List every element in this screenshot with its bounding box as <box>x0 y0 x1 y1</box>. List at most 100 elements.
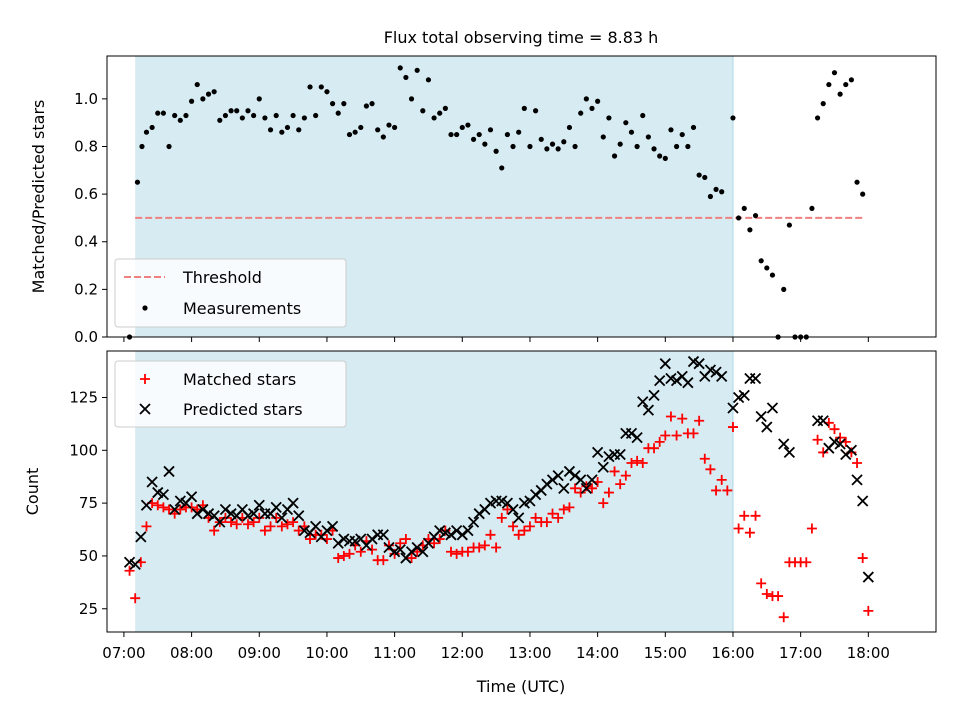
matched-stars-point <box>231 519 242 530</box>
x-tick-label: 18:00 <box>847 644 890 662</box>
predicted-stars-point <box>710 366 722 378</box>
matched-stars-point <box>654 436 665 447</box>
measurement-point <box>769 272 776 278</box>
matched-stars-point <box>857 553 868 564</box>
x-axis-label: Time (UTC) <box>476 677 565 696</box>
measurement-point <box>758 258 764 264</box>
matched-stars-point <box>806 523 817 534</box>
y-tick-label: 75 <box>79 494 98 512</box>
matched-stars-point <box>259 525 270 536</box>
x-tick-label: 16:00 <box>711 644 754 662</box>
measurement-point <box>139 143 145 150</box>
measurement-point <box>848 77 855 83</box>
measurement-point <box>358 124 364 131</box>
matched-stars-point <box>727 422 738 433</box>
matched-stars-point <box>665 411 676 422</box>
matched-stars-point <box>293 525 304 536</box>
measurement-point <box>301 115 307 121</box>
y-tick-label: 0.2 <box>74 280 98 298</box>
measurement-point <box>516 129 522 135</box>
matched-stars-point <box>649 443 660 454</box>
measurement-point <box>375 127 381 133</box>
measurement-point <box>397 65 403 71</box>
matched-stars-point <box>530 512 541 523</box>
measurement-point <box>454 131 460 138</box>
measurement-point <box>420 108 426 114</box>
matched-stars-point <box>863 605 874 616</box>
predicted-stars-point <box>778 438 790 450</box>
matched-stars-point <box>620 470 631 481</box>
matched-stars-point <box>632 455 643 466</box>
matched-stars-point <box>141 521 152 532</box>
matched-stars-point <box>254 512 265 523</box>
measurement-point <box>380 134 386 140</box>
top-y-axis: 0.0 0.2 0.4 0.6 0.8 1.0 <box>74 90 107 346</box>
predicted-stars-point <box>293 510 305 522</box>
measurement-point <box>673 143 680 150</box>
matched-stars-point <box>226 517 237 528</box>
measurement-point <box>256 96 262 102</box>
legend-box <box>114 360 347 428</box>
measurement-point <box>414 67 420 73</box>
matched-stars-point <box>446 546 457 557</box>
matched-stars-point <box>400 534 411 545</box>
legend-measurements-swatch <box>142 305 148 311</box>
measurement-point <box>544 146 550 152</box>
top-panel: 0.0 0.2 0.4 0.6 0.8 1.0 Matched/Predicted sta… <box>29 55 937 346</box>
predicted-stars-point <box>817 415 829 427</box>
matched-stars-point <box>355 546 366 557</box>
matched-stars-point <box>305 534 316 545</box>
measurement-point <box>651 146 657 152</box>
y-tick-label: 125 <box>69 388 98 406</box>
measurement-point <box>482 141 488 147</box>
measurement-point <box>194 81 200 88</box>
predicted-stars-point <box>507 503 519 516</box>
bottom-plot-frame <box>106 350 937 633</box>
matched-stars-point <box>242 519 253 530</box>
measurement-point <box>764 265 770 271</box>
x-tick-label: 10:00 <box>305 644 348 662</box>
predicted-stars-point <box>541 478 553 490</box>
matched-stars-point <box>367 544 378 555</box>
predicted-stars-point <box>185 491 198 503</box>
predicted-stars-point <box>417 546 429 558</box>
measurement-point <box>267 127 274 133</box>
measurement-point <box>606 115 612 121</box>
matched-stars-point <box>660 430 671 441</box>
matched-stars-point <box>688 428 699 439</box>
measurement-point <box>313 112 319 119</box>
matched-stars-point <box>722 485 733 496</box>
measurement-point <box>572 143 578 150</box>
predicted-stars-point <box>575 474 587 486</box>
measurement-point <box>329 101 336 107</box>
matched-stars-point <box>677 413 688 424</box>
measurement-point <box>668 127 674 133</box>
measurement-point <box>143 129 150 135</box>
matched-stars-point <box>699 453 710 464</box>
matched-stars-point <box>220 512 231 523</box>
matched-stars-point <box>378 555 389 566</box>
bottom-plot-marks <box>123 355 874 623</box>
predicted-stars-point <box>394 543 406 556</box>
measurement-point <box>166 143 172 150</box>
measurement-point <box>527 143 533 150</box>
bottom-x-axis: 07:00 08:00 09:00 10:00 11:00 12:00 13:00 14:00… <box>102 632 890 662</box>
bottom-legend: Matched stars Predicted stars <box>114 360 347 428</box>
measurement-point <box>685 143 691 150</box>
predicted-stars-point <box>163 465 175 478</box>
predicted-stars-point <box>586 474 598 486</box>
predicted-stars-point <box>637 396 649 408</box>
matched-stars-point <box>761 588 772 599</box>
measurement-point <box>425 77 432 83</box>
matched-stars-point <box>778 612 789 623</box>
measurement-point <box>532 108 539 114</box>
matched-stars-point <box>564 502 575 513</box>
measurement-point <box>645 134 651 140</box>
legend-matched-swatch <box>140 374 150 384</box>
matched-stars-point <box>801 557 812 568</box>
matched-stars-point <box>338 550 349 561</box>
predicted-stars-point <box>862 571 874 583</box>
matched-stars-point <box>164 504 175 515</box>
measurement-point <box>476 131 482 138</box>
measurement-point <box>172 112 178 119</box>
